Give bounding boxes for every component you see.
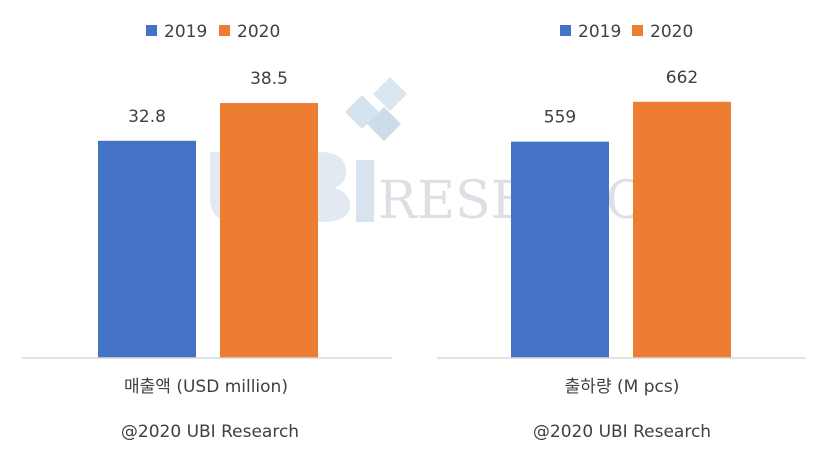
legend-swatch-2019 (146, 25, 157, 36)
data-label-2020: 662 (666, 68, 698, 88)
legend-swatch-2019 (560, 25, 571, 36)
credit-right: @2020 UBI Research (533, 422, 711, 442)
bar-2020 (220, 103, 318, 359)
legend-label-2020: 2020 (237, 22, 280, 42)
data-label-2020: 38.5 (250, 69, 288, 89)
bar-2019 (511, 141, 609, 358)
legend-swatch-2020 (632, 25, 643, 36)
watermark-logo-cubes (345, 77, 407, 141)
credit-left: @2020 UBI Research (121, 422, 299, 442)
legend-label-2020: 2020 (650, 22, 693, 42)
category-label-left: 매출액 (USD million) (124, 377, 288, 397)
category-label-right: 출하량 (M pcs) (565, 377, 680, 397)
legend-swatch-2020 (219, 25, 230, 36)
legend-label-2019: 2019 (164, 22, 207, 42)
chart-right: 2019 2020 559 662 출하량 (M pcs) @2020 UBI … (437, 22, 806, 442)
data-label-2019: 559 (544, 108, 576, 128)
bar-2019 (98, 140, 196, 358)
data-label-2019: 32.8 (128, 107, 166, 127)
legend-left: 2019 2020 (146, 22, 280, 42)
bar-2020 (633, 101, 731, 359)
legend-right: 2019 2020 (560, 22, 693, 42)
legend-label-2019: 2019 (578, 22, 621, 42)
chart-left: 2019 2020 32.8 38.5 매출액 (USD million) @2… (22, 22, 392, 442)
